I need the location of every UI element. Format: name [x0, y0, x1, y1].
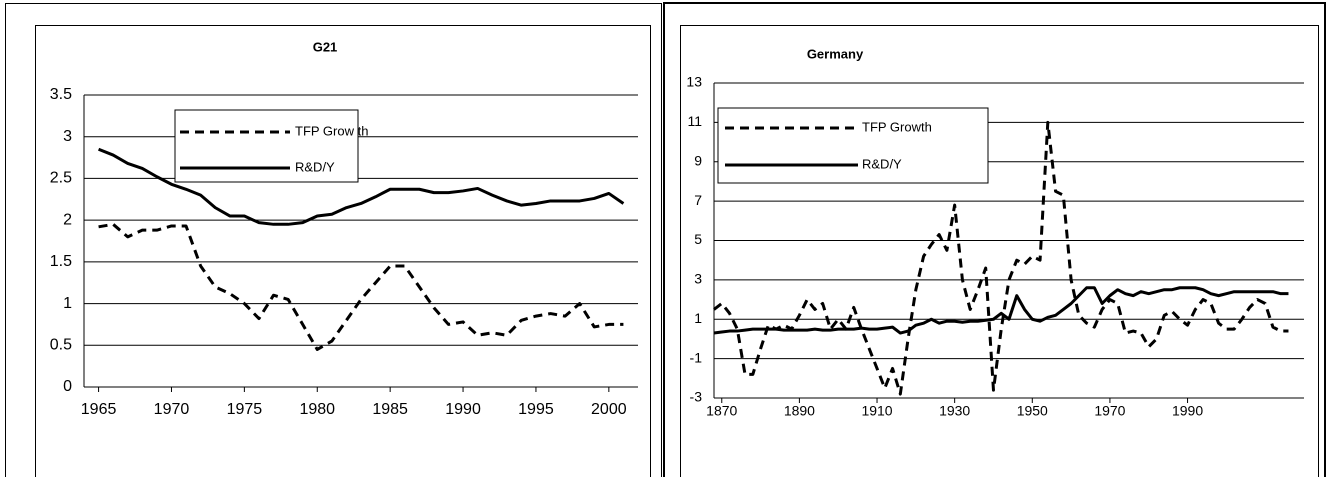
x-tick-label: 1930 — [939, 403, 970, 419]
series-line — [713, 286, 1289, 335]
y-tick-label: 2.5 — [50, 170, 72, 187]
y-tick-label: 3 — [63, 128, 72, 145]
x-tick-label: 1950 — [1017, 403, 1048, 419]
chart-title: Germany — [807, 46, 864, 61]
legend-label: TFP Grow th — [295, 123, 368, 138]
legend-label: R&D/Y — [295, 159, 335, 174]
left-panel-border — [5, 3, 662, 477]
chart-title: G21 — [313, 39, 338, 54]
y-tick-label: 1 — [694, 310, 702, 326]
y-tick-label: -3 — [690, 389, 703, 405]
y-tick-label: 5 — [694, 231, 702, 247]
y-tick-label: 0.5 — [50, 337, 72, 354]
y-tick-label: 1.5 — [50, 253, 72, 270]
x-tick-label: 1870 — [706, 403, 737, 419]
legend-label: TFP Growth — [862, 119, 932, 134]
legend-box — [174, 109, 359, 183]
series-line — [713, 120, 1289, 396]
y-tick-label: 1 — [63, 295, 72, 312]
y-tick-label: 2 — [63, 211, 72, 228]
y-tick-label: -1 — [690, 349, 703, 365]
x-tick-label: 1890 — [784, 403, 815, 419]
x-tick-label: 1990 — [1172, 403, 1203, 419]
x-tick-label: 1970 — [1094, 403, 1125, 419]
x-tick-label: 1980 — [299, 401, 335, 418]
x-tick-label: 1970 — [154, 401, 190, 418]
x-tick-label: 1995 — [518, 401, 554, 418]
x-tick-label: 1985 — [372, 401, 408, 418]
series-line — [98, 147, 625, 226]
y-tick-label: 13 — [686, 74, 702, 90]
x-tick-label: 1965 — [81, 401, 117, 418]
x-tick-label: 1990 — [445, 401, 481, 418]
legend-label: R&D/Y — [862, 156, 902, 171]
y-tick-label: 3 — [694, 271, 702, 287]
x-tick-label: 2000 — [591, 401, 627, 418]
y-tick-label: 3.5 — [50, 86, 72, 103]
y-tick-label: 7 — [694, 192, 702, 208]
y-tick-label: 9 — [694, 152, 702, 168]
legend-box — [717, 107, 989, 184]
left-chart-frame — [35, 25, 651, 477]
series-line — [98, 222, 624, 351]
right-panel-border — [663, 2, 1326, 477]
x-tick-label: 1975 — [227, 401, 263, 418]
right-chart-frame — [680, 25, 1319, 477]
x-tick-label: 1910 — [861, 403, 892, 419]
y-tick-label: 11 — [687, 113, 702, 129]
y-tick-label: 0 — [63, 378, 72, 395]
